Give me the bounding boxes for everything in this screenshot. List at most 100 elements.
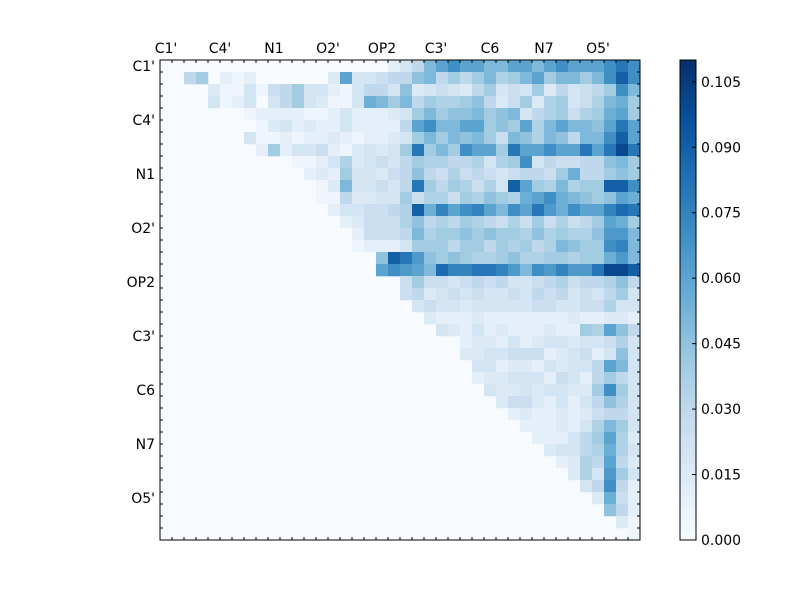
heatmap-cell (400, 228, 413, 241)
heatmap-cell (436, 120, 449, 133)
heatmap-cell (532, 372, 545, 385)
heatmap-cell (184, 72, 197, 85)
y-tick-label: C6 (136, 383, 155, 399)
heatmap-cell (424, 156, 437, 169)
heatmap-cell (484, 264, 497, 277)
heatmap-cell (556, 444, 569, 457)
heatmap-cell (604, 264, 617, 277)
heatmap-cell (592, 192, 605, 205)
heatmap-cell (316, 144, 329, 157)
heatmap-cell (592, 216, 605, 229)
y-tick-labels: C1' C4' N1 O2' OP2 C3' C6 N7 O5' (127, 59, 155, 507)
heatmap-cell (568, 372, 581, 385)
heatmap-cell (628, 492, 641, 505)
heatmap-cell (484, 324, 497, 337)
heatmap-cell (496, 156, 509, 169)
heatmap-cell (544, 156, 557, 169)
heatmap-cell (496, 180, 509, 193)
heatmap-cell (412, 300, 425, 313)
heatmap-cell (604, 120, 617, 133)
heatmap-cell (508, 180, 521, 193)
heatmap-cell (340, 156, 353, 169)
heatmap-cell (532, 240, 545, 253)
heatmap-cell (532, 192, 545, 205)
heatmap-cell (448, 240, 461, 253)
heatmap-cell (628, 180, 641, 193)
heatmap-cell (340, 96, 353, 109)
colorbar-tick-label: 0.000 (701, 533, 741, 549)
heatmap-cell (436, 192, 449, 205)
heatmap-cell (340, 120, 353, 133)
heatmap-cell (220, 84, 233, 97)
heatmap-cell (496, 108, 509, 121)
heatmap-cell (568, 312, 581, 325)
heatmap-cell (520, 252, 533, 265)
heatmap-cell (280, 132, 293, 145)
heatmap-cell (496, 132, 509, 145)
heatmap-cell (448, 84, 461, 97)
heatmap-cell (544, 60, 557, 73)
heatmap-cell (592, 264, 605, 277)
heatmap-cell (628, 216, 641, 229)
y-tick-label: C3' (132, 329, 155, 345)
heatmap-cells (160, 60, 641, 541)
heatmap-cell (472, 252, 485, 265)
heatmap-cell (544, 396, 557, 409)
heatmap-cell (400, 204, 413, 217)
heatmap-cell (568, 336, 581, 349)
heatmap-cell (472, 180, 485, 193)
heatmap-cell (556, 84, 569, 97)
heatmap-cell (568, 348, 581, 361)
heatmap-cell (472, 84, 485, 97)
heatmap-cell (352, 84, 365, 97)
heatmap-cell (604, 360, 617, 373)
heatmap-cell (580, 456, 593, 469)
heatmap-cell (628, 96, 641, 109)
heatmap-cell (508, 264, 521, 277)
colorbar-tick-label: 0.060 (701, 271, 741, 287)
heatmap-cell (424, 276, 437, 289)
heatmap-cell (460, 168, 473, 181)
heatmap-cell (424, 144, 437, 157)
heatmap-cell (352, 204, 365, 217)
heatmap-cell (580, 336, 593, 349)
heatmap-cell (484, 132, 497, 145)
heatmap-cell (376, 144, 389, 157)
heatmap-cell (592, 408, 605, 421)
heatmap-cell (496, 312, 509, 325)
heatmap-cell (436, 180, 449, 193)
heatmap-cell (448, 216, 461, 229)
heatmap-cell (484, 288, 497, 301)
heatmap-cell (556, 252, 569, 265)
heatmap-cell (388, 132, 401, 145)
heatmap-cell (304, 120, 317, 133)
heatmap-cell (244, 96, 257, 109)
heatmap-cell (400, 132, 413, 145)
heatmap-cell (616, 384, 629, 397)
x-tick-labels: C1' C4' N1 O2' OP2 C3' C6 N7 O5' (155, 41, 610, 57)
heatmap-cell (556, 216, 569, 229)
heatmap-cell (580, 180, 593, 193)
heatmap-cell (568, 84, 581, 97)
colorbar-tick-label: 0.090 (701, 140, 741, 156)
y-tick-label: O2' (131, 221, 155, 237)
heatmap-cell (496, 144, 509, 157)
heatmap-cell (568, 252, 581, 265)
heatmap-cell (484, 312, 497, 325)
colorbar-tick-label: 0.015 (701, 468, 741, 484)
heatmap-cell (472, 156, 485, 169)
heatmap-cell (592, 108, 605, 121)
heatmap-cell (472, 216, 485, 229)
heatmap-cell (532, 276, 545, 289)
heatmap-cell (628, 396, 641, 409)
heatmap-cell (400, 156, 413, 169)
heatmap-cell (388, 228, 401, 241)
heatmap-cell (592, 456, 605, 469)
heatmap-cell (520, 108, 533, 121)
heatmap-cell (376, 180, 389, 193)
heatmap-cell (544, 312, 557, 325)
heatmap-cell (484, 96, 497, 109)
heatmap-cell (436, 324, 449, 337)
heatmap-cell (292, 132, 305, 145)
heatmap-cell (520, 312, 533, 325)
